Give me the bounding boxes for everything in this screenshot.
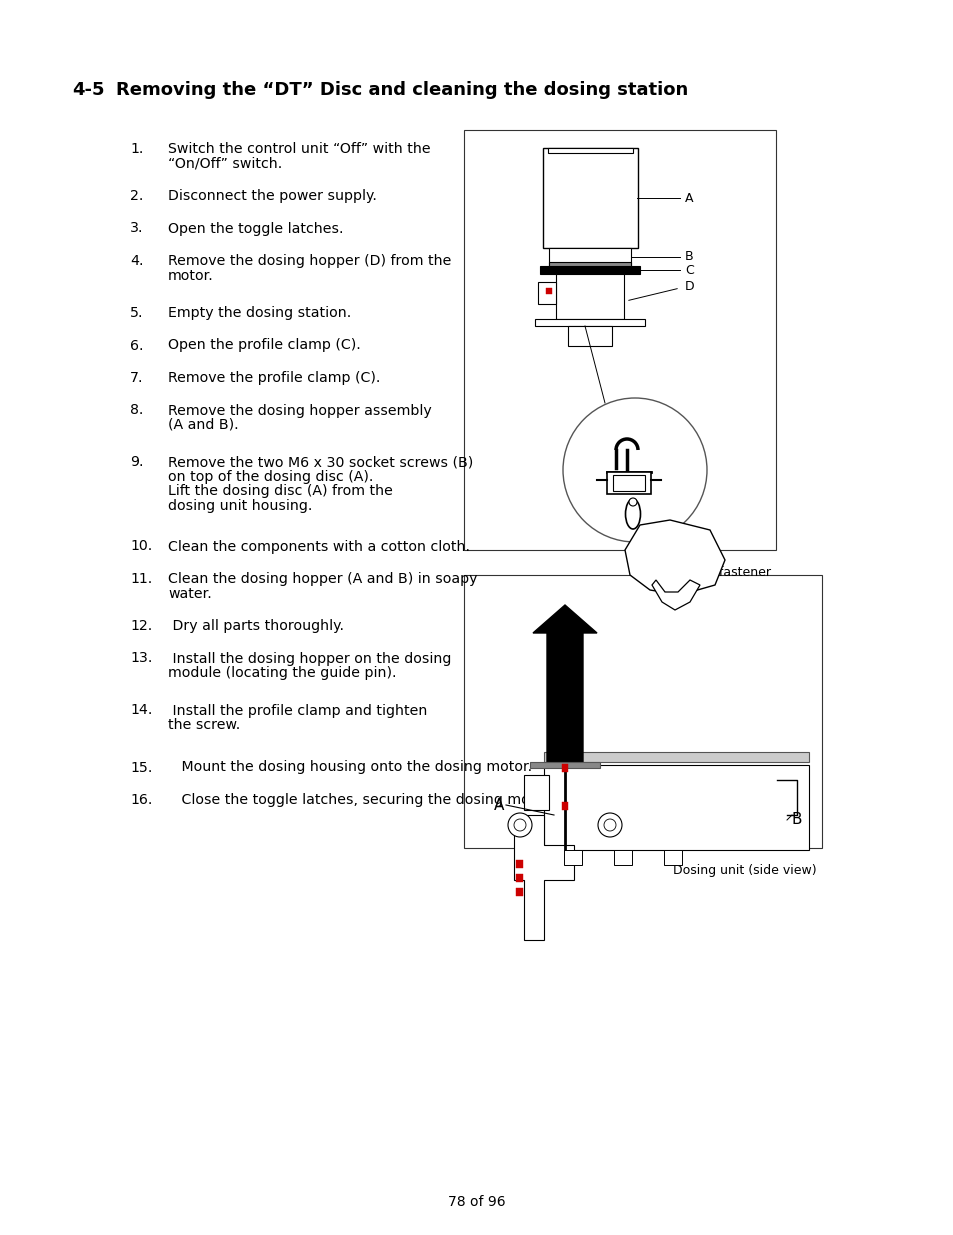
Circle shape [514,819,525,831]
Bar [543,752,808,762]
Text: D: D [684,279,694,293]
Text: Open the toggle latches.: Open the toggle latches. [168,221,343,236]
Bar [537,282,556,304]
Circle shape [603,819,616,831]
Polygon shape [651,580,700,610]
Text: 9.: 9. [130,456,143,469]
Text: Remove the two M6 x 30 socket screws (B): Remove the two M6 x 30 socket screws (B) [168,456,473,469]
Text: B: B [791,813,801,827]
Text: 8.: 8. [130,404,143,417]
Circle shape [562,398,706,542]
Bar [516,860,522,868]
Bar [567,326,612,346]
Text: Dosing unit (side view): Dosing unit (side view) [673,864,816,877]
Bar [543,764,808,850]
Text: Remove the dosing hopper assembly: Remove the dosing hopper assembly [168,404,432,417]
Bar [548,248,630,266]
Text: Toggle-type fastener: Toggle-type fastener [641,566,770,579]
Text: motor.: motor. [168,268,213,283]
Text: Remove the profile clamp (C).: Remove the profile clamp (C). [168,370,380,385]
Bar [542,148,638,248]
Text: Dry all parts thoroughly.: Dry all parts thoroughly. [168,619,344,634]
Text: 5.: 5. [130,306,143,320]
Polygon shape [533,605,597,764]
Bar [606,472,650,494]
Text: 3.: 3. [130,221,143,236]
Text: dosing unit housing.: dosing unit housing. [168,499,312,513]
Polygon shape [514,815,574,940]
Bar [545,288,552,294]
Text: Mount the dosing housing onto the dosing motor.: Mount the dosing housing onto the dosing… [168,761,532,774]
Text: A: A [493,798,503,813]
Text: Close the toggle latches, securing the dosing module to the motor assembly.: Close the toggle latches, securing the d… [168,793,728,806]
Text: Empty the dosing station.: Empty the dosing station. [168,306,351,320]
Ellipse shape [628,498,637,506]
Text: Lift the dosing disc (A) from the: Lift the dosing disc (A) from the [168,484,393,499]
Text: 16.: 16. [130,793,152,806]
Text: 78 of 96: 78 of 96 [448,1195,505,1209]
Bar [613,475,644,492]
Text: Install the dosing hopper on the dosing: Install the dosing hopper on the dosing [168,652,451,666]
Text: module (locating the guide pin).: module (locating the guide pin). [168,666,396,680]
Circle shape [507,813,532,837]
Bar [535,319,644,326]
Text: the screw.: the screw. [168,718,240,732]
Text: 2.: 2. [130,189,143,203]
Text: Remove the dosing hopper (D) from the: Remove the dosing hopper (D) from the [168,254,451,268]
Text: (A and B).: (A and B). [168,417,238,432]
Bar [663,850,681,864]
Text: on top of the dosing disc (A).: on top of the dosing disc (A). [168,471,373,484]
Text: 4-5: 4-5 [71,82,105,99]
Bar [561,764,567,772]
Bar [614,850,631,864]
Bar [547,148,633,153]
Text: A: A [684,191,693,205]
Bar [516,874,522,882]
Bar [523,776,548,810]
Ellipse shape [625,499,639,529]
Circle shape [598,813,621,837]
Text: Clean the components with a cotton cloth.: Clean the components with a cotton cloth… [168,540,470,553]
Bar [556,274,623,319]
Bar [463,576,821,848]
Text: water.: water. [168,587,212,600]
Text: 10.: 10. [130,540,152,553]
Bar [463,130,775,550]
Text: “On/Off” switch.: “On/Off” switch. [168,157,282,170]
Bar [539,266,639,274]
Bar [530,762,599,768]
Bar [516,888,522,897]
Text: C: C [684,263,693,277]
Text: Removing the “DT” Disc and cleaning the dosing station: Removing the “DT” Disc and cleaning the … [116,82,687,99]
Text: 14.: 14. [130,704,152,718]
Text: 6.: 6. [130,338,143,352]
Text: 12.: 12. [130,619,152,634]
Text: 1.: 1. [130,142,143,156]
Text: 4.: 4. [130,254,143,268]
Text: Clean the dosing hopper (A and B) in soapy: Clean the dosing hopper (A and B) in soa… [168,572,477,585]
Text: Disconnect the power supply.: Disconnect the power supply. [168,189,376,203]
Text: Install the profile clamp and tighten: Install the profile clamp and tighten [168,704,427,718]
Polygon shape [624,520,724,595]
Bar [561,802,567,810]
Text: Switch the control unit “Off” with the: Switch the control unit “Off” with the [168,142,430,156]
Text: 15.: 15. [130,761,152,774]
Bar [563,850,581,864]
Text: 11.: 11. [130,572,152,585]
Text: B: B [684,251,693,263]
Text: 7.: 7. [130,370,143,385]
Text: 13.: 13. [130,652,152,666]
Text: Open the profile clamp (C).: Open the profile clamp (C). [168,338,360,352]
Bar [548,262,630,266]
